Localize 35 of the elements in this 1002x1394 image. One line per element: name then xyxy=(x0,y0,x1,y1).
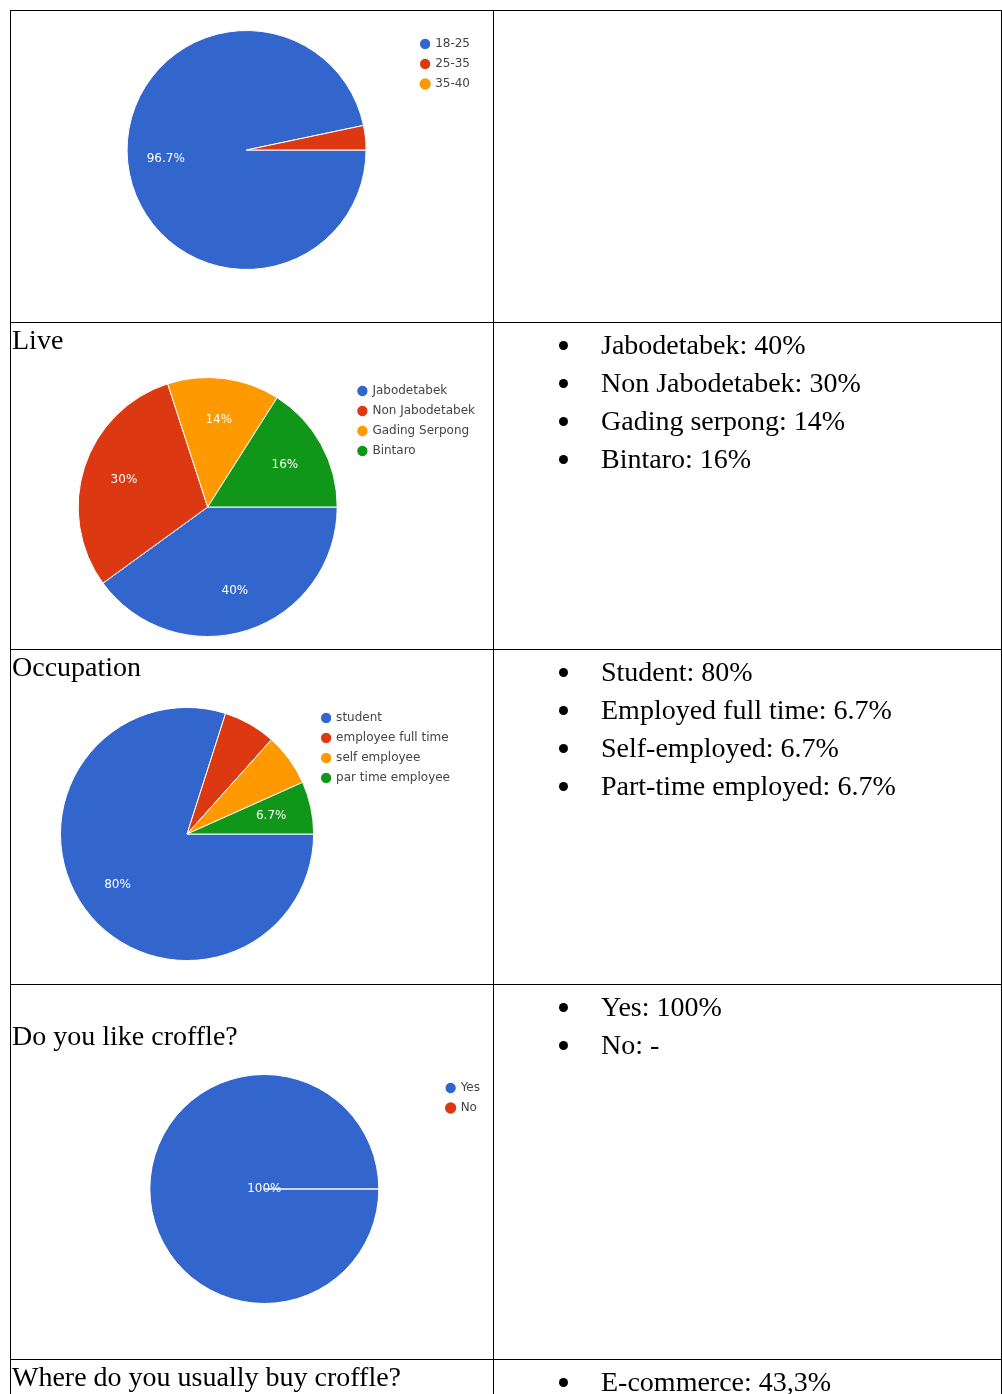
legend-label: Non Jabodetabek xyxy=(372,403,476,418)
text: No: - xyxy=(601,1028,661,1062)
data-label: 96.7% xyxy=(146,150,185,165)
data-label: 40% xyxy=(221,582,249,597)
chart-title: Occupation xyxy=(12,651,142,683)
legend-label: self employee xyxy=(336,750,421,765)
legend-label: Bintaro xyxy=(372,443,416,458)
text: Where do you usually buy croffle? xyxy=(12,1361,402,1393)
data-label: 80% xyxy=(104,876,131,891)
data-label: 6.7% xyxy=(255,808,287,823)
legend-label: No xyxy=(460,1100,477,1115)
text: Part-time employed: 6.7% xyxy=(601,769,896,803)
data-label: 100% xyxy=(247,1181,282,1196)
legend-label: student xyxy=(336,710,383,725)
text: Yes: 100% xyxy=(601,990,722,1024)
text: Self-employed: 6.7% xyxy=(601,731,840,765)
data-label: 30% xyxy=(110,471,138,486)
legend-label: 18-25 xyxy=(435,36,471,51)
chart-title: Live xyxy=(12,324,64,356)
legend-label: Jabodetabek xyxy=(371,383,448,398)
data-label: 16% xyxy=(271,456,299,471)
legend-label: 25-35 xyxy=(435,56,471,71)
data-label: 14% xyxy=(205,411,233,426)
legend-label: Gading Serpong xyxy=(372,423,470,438)
chart-title: Do you like croffle? xyxy=(12,1020,238,1052)
legend-label: 35-40 xyxy=(435,76,471,91)
text: Bintaro: 16% xyxy=(601,442,753,476)
text: Jabodetabek: 40% xyxy=(601,328,807,362)
text: Employed full time: 6.7% xyxy=(601,693,893,727)
text: Non Jabodetabek: 30% xyxy=(601,366,861,400)
legend-label: par time employee xyxy=(336,770,451,785)
text: Student: 80% xyxy=(601,655,754,689)
legend-label: Yes xyxy=(459,1080,480,1095)
legend-label: employee full time xyxy=(336,730,449,745)
text: Gading serpong: 14% xyxy=(601,404,847,438)
